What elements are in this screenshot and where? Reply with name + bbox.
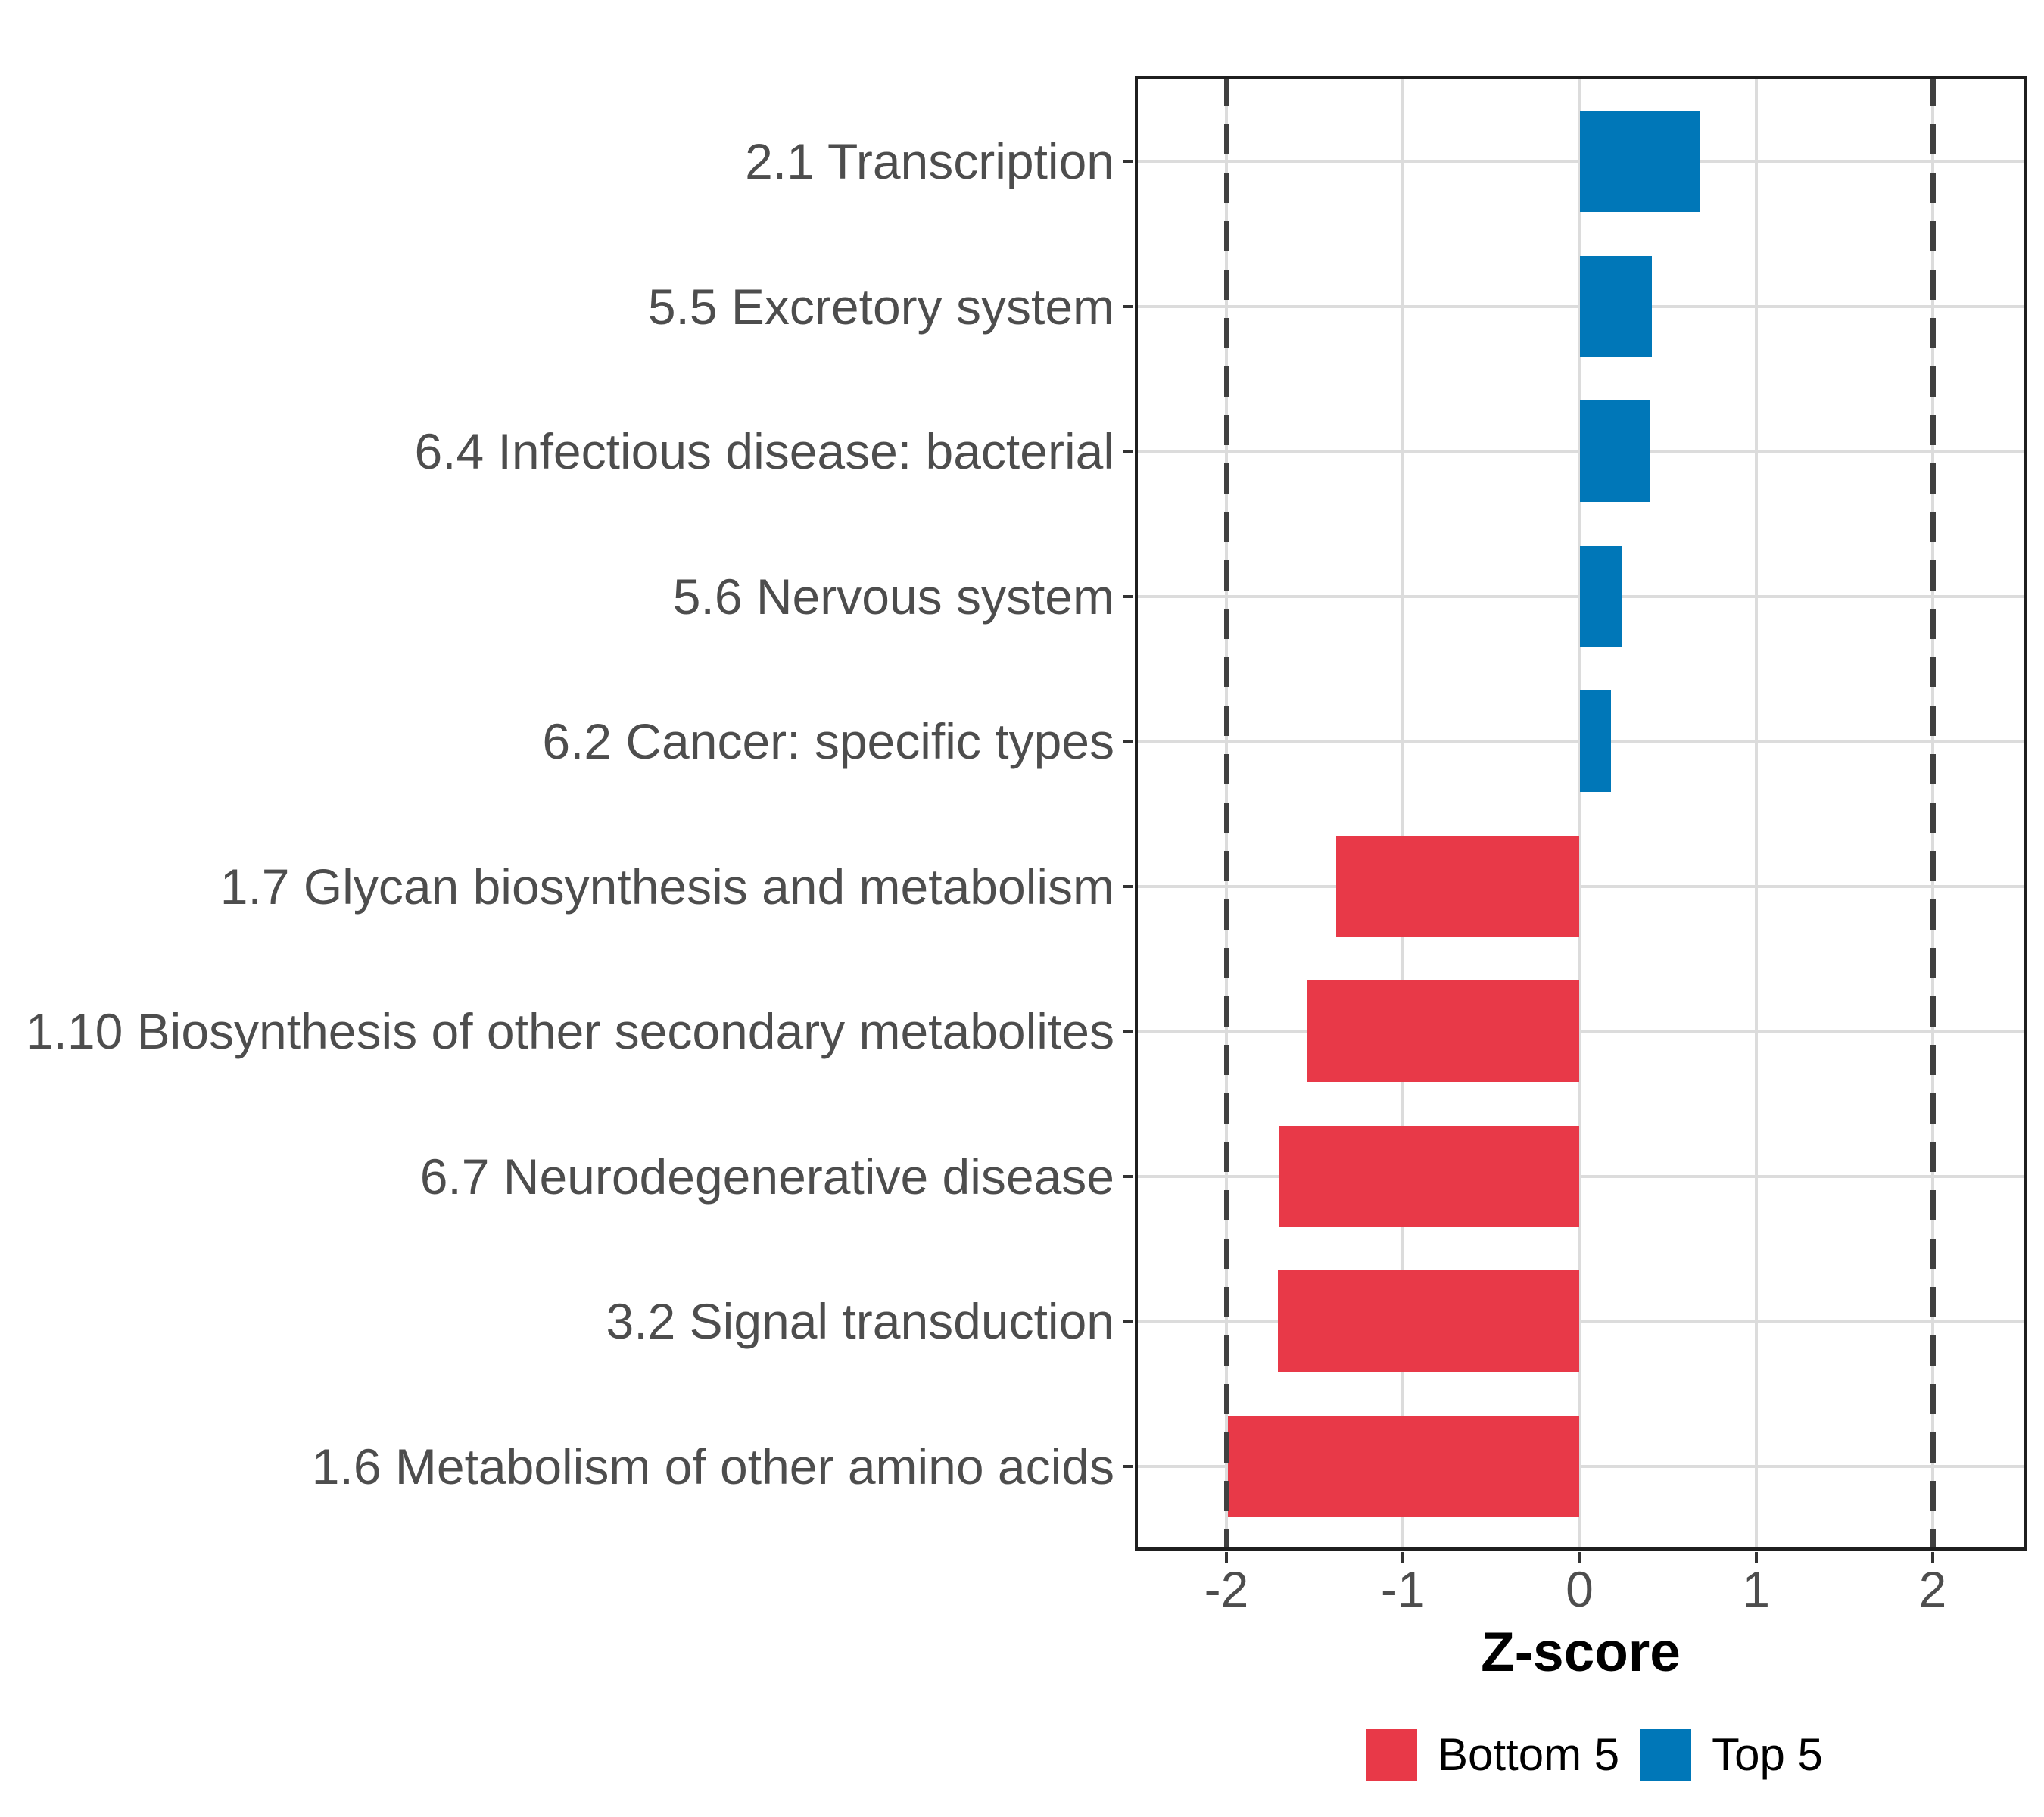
bar-top5 [1579,690,1612,792]
reference-line-dashed [1930,76,1936,1551]
category-label: 1.7 Glycan biosynthesis and metabolism [220,858,1114,915]
gridline-vertical [1578,76,1581,1551]
x-axis-tick [1578,1552,1581,1563]
bar-bottom5 [1279,1125,1580,1227]
y-axis-tick [1123,740,1133,743]
category-label: 5.5 Excretory system [647,278,1114,335]
y-axis-tick [1123,884,1133,888]
y-axis-tick [1123,304,1133,308]
bar-bottom5 [1277,1270,1580,1372]
category-label: 6.7 Neurodegenerative disease [419,1148,1114,1205]
y-axis-tick [1123,1030,1133,1033]
y-axis-tick [1123,1464,1133,1468]
gridline-vertical [1401,76,1405,1551]
x-axis-tick [1225,1552,1228,1563]
category-label: 5.6 Nervous system [672,568,1114,625]
y-axis-tick [1123,1320,1133,1323]
category-label: 3.2 Signal transduction [606,1293,1114,1349]
y-axis-tick [1123,594,1133,598]
x-axis-tick [1754,1552,1758,1563]
x-axis-title: Z-score [1481,1622,1681,1683]
x-tick-label: -1 [1380,1561,1426,1617]
x-tick-label: 1 [1742,1561,1771,1617]
bar-top5 [1579,255,1653,357]
bar-top5 [1579,545,1622,647]
gridline-vertical [1754,76,1758,1551]
x-tick-label: 2 [1918,1561,1947,1617]
legend-label: Bottom 5 [1438,1729,1620,1780]
x-axis-tick [1401,1552,1405,1563]
category-label: 1.6 Metabolism of other amino acids [311,1438,1114,1494]
category-label: 6.4 Infectious disease: bacterial [414,423,1114,479]
category-label: 6.2 Cancer: specific types [542,713,1114,769]
legend-label: Top 5 [1712,1729,1823,1780]
bar-top5 [1579,111,1700,212]
legend: Bottom 5 Top 5 [1366,1729,1823,1781]
y-axis-tick [1123,1174,1133,1178]
category-label: 1.10 Biosynthesis of other secondary met… [25,1003,1114,1059]
legend-swatch-bottom5 [1366,1729,1417,1781]
bar-bottom5 [1228,1415,1580,1517]
reference-line-dashed [1223,76,1229,1551]
x-axis-tick [1931,1552,1934,1563]
legend-swatch-top5 [1640,1729,1692,1781]
bar-bottom5 [1307,980,1580,1082]
x-tick-label: 0 [1566,1561,1594,1617]
x-tick-label: -2 [1204,1561,1249,1617]
y-axis-tick [1123,160,1133,163]
legend-item: Bottom 5 [1366,1729,1619,1781]
bar-bottom5 [1335,835,1580,937]
category-label: 2.1 Transcription [745,133,1114,189]
bar-top5 [1579,400,1650,502]
legend-item: Top 5 [1640,1729,1823,1781]
y-axis-tick [1123,450,1133,453]
